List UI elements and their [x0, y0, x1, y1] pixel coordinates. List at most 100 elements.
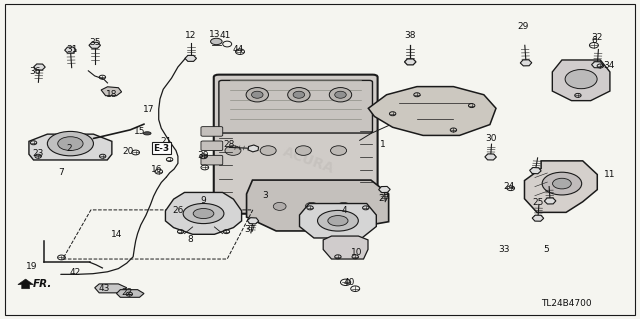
Text: 34: 34 — [603, 61, 614, 70]
Polygon shape — [379, 186, 390, 193]
Text: 1: 1 — [380, 140, 385, 149]
Ellipse shape — [293, 91, 305, 98]
Text: 23: 23 — [33, 149, 44, 158]
Ellipse shape — [47, 131, 93, 156]
Ellipse shape — [246, 87, 269, 102]
Text: 18: 18 — [106, 90, 118, 99]
Text: ACURA: ACURA — [281, 145, 336, 176]
Text: 11: 11 — [604, 170, 615, 179]
Ellipse shape — [330, 87, 352, 102]
Polygon shape — [248, 145, 259, 152]
FancyBboxPatch shape — [201, 155, 223, 165]
Polygon shape — [545, 198, 556, 204]
Polygon shape — [101, 87, 122, 96]
Polygon shape — [246, 180, 388, 231]
Text: 25: 25 — [532, 198, 543, 207]
Text: 30: 30 — [486, 134, 497, 143]
Text: 26: 26 — [172, 206, 184, 215]
Text: 38: 38 — [404, 31, 416, 40]
Text: 13: 13 — [209, 30, 220, 39]
Ellipse shape — [305, 203, 318, 211]
FancyBboxPatch shape — [201, 141, 223, 151]
Polygon shape — [34, 64, 45, 70]
Polygon shape — [404, 59, 416, 65]
Text: 17: 17 — [143, 105, 155, 114]
Polygon shape — [247, 218, 259, 224]
Text: 35: 35 — [89, 38, 100, 47]
Ellipse shape — [328, 216, 348, 226]
Text: 44: 44 — [232, 45, 244, 54]
Text: 39: 39 — [198, 151, 209, 160]
Ellipse shape — [156, 147, 166, 152]
Text: 10: 10 — [351, 248, 363, 257]
Text: 2: 2 — [67, 144, 72, 153]
Polygon shape — [18, 279, 33, 289]
Text: 24: 24 — [503, 182, 515, 191]
Polygon shape — [95, 284, 127, 293]
Text: 41: 41 — [220, 31, 231, 40]
Text: 15: 15 — [134, 127, 145, 136]
Text: 16: 16 — [151, 165, 163, 174]
Ellipse shape — [337, 203, 350, 211]
FancyBboxPatch shape — [201, 127, 223, 136]
Ellipse shape — [552, 178, 572, 189]
Polygon shape — [116, 290, 144, 297]
Ellipse shape — [331, 146, 347, 155]
Text: 37: 37 — [244, 225, 255, 234]
Text: 12: 12 — [185, 31, 196, 40]
Polygon shape — [165, 192, 242, 234]
Text: 31: 31 — [66, 45, 77, 54]
Ellipse shape — [252, 91, 263, 98]
Text: 22: 22 — [121, 288, 132, 297]
Text: 32: 32 — [591, 33, 603, 42]
Ellipse shape — [542, 172, 582, 195]
Text: 28: 28 — [223, 140, 235, 149]
Polygon shape — [369, 86, 496, 136]
Text: 33: 33 — [499, 245, 510, 254]
Text: 43: 43 — [99, 284, 110, 293]
Ellipse shape — [183, 204, 224, 224]
Ellipse shape — [296, 146, 312, 155]
Polygon shape — [530, 167, 541, 174]
Text: 42: 42 — [70, 268, 81, 277]
Text: 27: 27 — [378, 194, 390, 203]
Polygon shape — [552, 60, 610, 101]
Polygon shape — [525, 161, 597, 212]
Text: 8: 8 — [188, 235, 193, 244]
Ellipse shape — [317, 211, 358, 231]
Ellipse shape — [288, 87, 310, 102]
Ellipse shape — [225, 146, 241, 155]
Ellipse shape — [273, 203, 286, 211]
Polygon shape — [520, 60, 532, 66]
Text: 29: 29 — [518, 22, 529, 31]
Polygon shape — [185, 56, 196, 61]
Text: 9: 9 — [201, 197, 206, 205]
Text: 36: 36 — [29, 67, 41, 76]
Text: 3: 3 — [263, 191, 268, 200]
Ellipse shape — [211, 38, 222, 45]
Text: 19: 19 — [26, 262, 38, 271]
Polygon shape — [485, 154, 497, 160]
Polygon shape — [300, 204, 376, 238]
Text: TL24B4700: TL24B4700 — [541, 299, 592, 308]
FancyBboxPatch shape — [219, 80, 372, 133]
Ellipse shape — [193, 209, 214, 219]
Polygon shape — [29, 134, 112, 160]
Polygon shape — [532, 215, 544, 221]
Ellipse shape — [260, 146, 276, 155]
Polygon shape — [591, 62, 603, 68]
Text: 20: 20 — [122, 147, 134, 156]
Text: E-3: E-3 — [153, 144, 170, 153]
Text: 7: 7 — [58, 168, 63, 177]
Ellipse shape — [335, 91, 346, 98]
Text: 40: 40 — [343, 278, 355, 287]
Polygon shape — [323, 236, 368, 259]
Text: FR.: FR. — [33, 279, 52, 289]
Text: 4: 4 — [342, 206, 347, 215]
Text: 6: 6 — [591, 36, 596, 45]
Ellipse shape — [143, 132, 151, 135]
Text: 5: 5 — [543, 245, 548, 254]
Text: 14: 14 — [111, 230, 123, 239]
Ellipse shape — [565, 70, 597, 89]
Polygon shape — [89, 42, 100, 48]
